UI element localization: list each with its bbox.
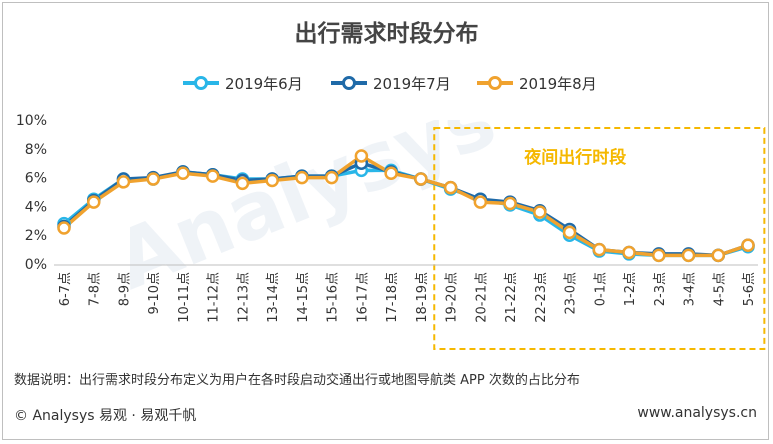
- data-point: [473, 195, 488, 209]
- legend-swatch-aug: [477, 76, 513, 90]
- x-tick-label: 17-18点: [385, 272, 400, 323]
- data-point: [57, 221, 71, 235]
- x-tick-label: 2-3点: [653, 272, 668, 306]
- y-tick-label: 8%: [25, 142, 47, 158]
- x-tick-label: 12-13点: [236, 272, 251, 323]
- legend-item-aug: 2019年8月: [477, 71, 597, 95]
- legend-item-jul: 2019年7月: [331, 71, 451, 95]
- data-point: [622, 245, 636, 260]
- x-tick-label: 22-23点: [534, 272, 549, 323]
- y-tick-label: 2%: [25, 228, 47, 244]
- x-tick-label: 3-4点: [683, 272, 698, 306]
- data-point: [235, 176, 250, 191]
- data-point: [205, 169, 220, 183]
- data-point: [295, 170, 309, 185]
- footer-brand: © Analysys 易观 · 易观千帆: [14, 408, 197, 424]
- x-tick-label: 10-11点: [177, 272, 192, 323]
- chart-legend: 2019年6月 2019年7月 2019年8月: [0, 71, 773, 95]
- data-point: [265, 173, 279, 188]
- x-tick-label: 18-19点: [415, 272, 430, 323]
- y-tick-label: 10%: [16, 113, 47, 129]
- y-tick-label: 0%: [25, 257, 47, 273]
- data-point: [443, 180, 458, 195]
- x-tick-label: 23-0点: [564, 272, 579, 315]
- data-point: [116, 175, 131, 189]
- x-tick-label: 13-14点: [266, 272, 281, 323]
- x-tick-label: 5-6点: [742, 272, 757, 306]
- y-tick-label: 4%: [25, 199, 47, 215]
- footer-website[interactable]: www.analysys.cn: [637, 405, 757, 421]
- chart-title: 出行需求时段分布: [294, 21, 479, 47]
- x-tick-label: 6-7点: [58, 272, 73, 306]
- data-point: [741, 238, 755, 253]
- legend-swatch-jul: [331, 76, 367, 90]
- y-tick-label: 6%: [25, 171, 47, 187]
- legend-item-jun: 2019年6月: [183, 71, 303, 95]
- data-point: [652, 248, 666, 263]
- data-point: [681, 248, 696, 263]
- series-line: [62, 168, 749, 258]
- chart-frame: [2, 2, 769, 440]
- x-tick-label: 19-20点: [445, 272, 460, 323]
- data-point: [86, 195, 101, 209]
- legend-swatch-jun: [183, 76, 219, 90]
- data-point: [533, 205, 547, 219]
- x-tick-label: 21-22点: [504, 272, 519, 323]
- series-line: [62, 154, 749, 258]
- legend-label-aug: 2019年8月: [519, 74, 597, 93]
- x-tick-label: 16-17点: [355, 272, 370, 323]
- x-tick-label: 4-5点: [712, 272, 727, 306]
- x-tick-label: 14-15点: [296, 272, 311, 323]
- data-point: [384, 166, 398, 181]
- data-point: [146, 172, 160, 186]
- x-tick-label: 7-8点: [88, 272, 103, 306]
- annotation-box: [433, 127, 766, 350]
- x-tick-label: 20-21点: [474, 272, 489, 323]
- x-tick-label: 9-10点: [147, 272, 162, 315]
- legend-label-jul: 2019年7月: [373, 74, 451, 93]
- data-point: [592, 242, 607, 257]
- x-tick-label: 0-1点: [593, 272, 608, 306]
- data-point: [503, 196, 517, 211]
- x-tick-label: 8-9点: [117, 272, 132, 306]
- data-point: [711, 248, 726, 263]
- legend-label-jun: 2019年6月: [225, 74, 303, 93]
- data-point: [176, 166, 190, 181]
- data-point: [354, 149, 369, 163]
- x-tick-label: 11-12点: [207, 272, 222, 323]
- annotation-label: 夜间出行时段: [523, 147, 626, 168]
- data-point: [324, 170, 339, 185]
- x-tick-label: 1-2点: [623, 272, 638, 306]
- data-point: [562, 225, 577, 240]
- data-point: [414, 172, 428, 186]
- data-note: 数据说明：出行需求时段分布定义为用户在各时段启动交通出行或地图导航类 APP 次…: [14, 373, 580, 388]
- x-tick-label: 15-16点: [326, 272, 341, 323]
